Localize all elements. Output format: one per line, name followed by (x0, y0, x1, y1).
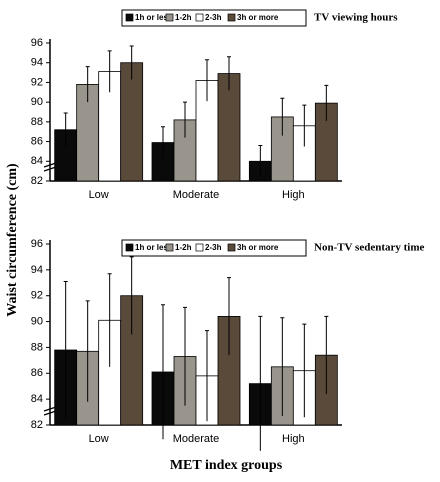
y-tick-label: 84 (31, 393, 43, 405)
legend-label: 1h or less (135, 243, 173, 252)
axis-break (43, 162, 57, 172)
error-bar (129, 45, 134, 80)
x-tick-label: High (282, 433, 305, 445)
y-tick-label: 84 (31, 155, 43, 167)
y-tick-label: 96 (31, 238, 43, 250)
legend-label: 3h or more (237, 13, 279, 22)
error-bar (85, 300, 90, 402)
y-tick-label: 88 (31, 116, 43, 128)
error-bar (258, 145, 263, 178)
legend-title: TV viewing hours (314, 12, 398, 24)
y-tick-label: 90 (31, 315, 43, 327)
error-bar (258, 315, 263, 451)
bar (120, 62, 144, 182)
y-tick-label: 96 (31, 37, 43, 49)
y-tick-label: 94 (31, 57, 43, 69)
y-tick-label: 86 (31, 135, 43, 147)
legend-label: 1-2h (175, 243, 192, 252)
error-bar (302, 104, 307, 147)
error-bar (161, 126, 165, 159)
legend-swatch (125, 243, 134, 252)
legend-label: 3h or more (237, 243, 279, 252)
error-bar (280, 97, 285, 136)
legend-swatch (125, 13, 134, 22)
legend-label: 2-3h (205, 243, 222, 252)
y-tick-label: 86 (31, 367, 43, 379)
error-bar (205, 59, 209, 102)
error-bar (183, 306, 187, 406)
y-tick-label: 92 (31, 76, 43, 88)
x-axis-title: MET index groups (170, 458, 283, 473)
error-bar (227, 277, 231, 356)
error-bar (205, 330, 209, 422)
error-bar (324, 84, 329, 121)
y-tick-label: 90 (31, 96, 43, 108)
y-tick-label: 92 (31, 290, 43, 302)
error-bar (85, 66, 90, 103)
error-bar (107, 273, 112, 367)
x-tick-label: Low (89, 433, 109, 445)
error-bar (302, 323, 307, 418)
error-bar (161, 304, 165, 440)
legend-swatch (227, 13, 236, 22)
error-bar (183, 101, 187, 138)
legend-swatch (227, 243, 236, 252)
axis-break (43, 406, 57, 416)
y-tick-label: 88 (31, 341, 43, 353)
legend-title: Non-TV sedentary time (314, 242, 425, 254)
y-tick-label: 82 (31, 419, 43, 431)
error-bar (324, 315, 329, 394)
y-tick-label: 82 (31, 175, 43, 187)
y-axis-title: Waist circumference (cm) (5, 163, 20, 317)
error-bar (280, 317, 285, 416)
x-tick-label: High (282, 189, 305, 201)
error-bar (63, 112, 68, 147)
legend-label: 1-2h (175, 13, 192, 22)
error-bar (129, 256, 134, 335)
error-bar (227, 56, 231, 91)
legend-label: 2-3h (205, 13, 222, 22)
x-tick-label: Low (89, 189, 109, 201)
legend-swatch (195, 13, 204, 22)
legend-swatch (195, 243, 204, 252)
legend-label: 1h or less (135, 13, 173, 22)
error-bar (107, 50, 112, 93)
y-tick-label: 94 (31, 264, 43, 276)
legend-swatch (165, 243, 174, 252)
x-tick-label: Moderate (173, 189, 219, 201)
error-bar (63, 280, 68, 419)
legend-swatch (165, 13, 174, 22)
x-tick-label: Moderate (173, 433, 219, 445)
